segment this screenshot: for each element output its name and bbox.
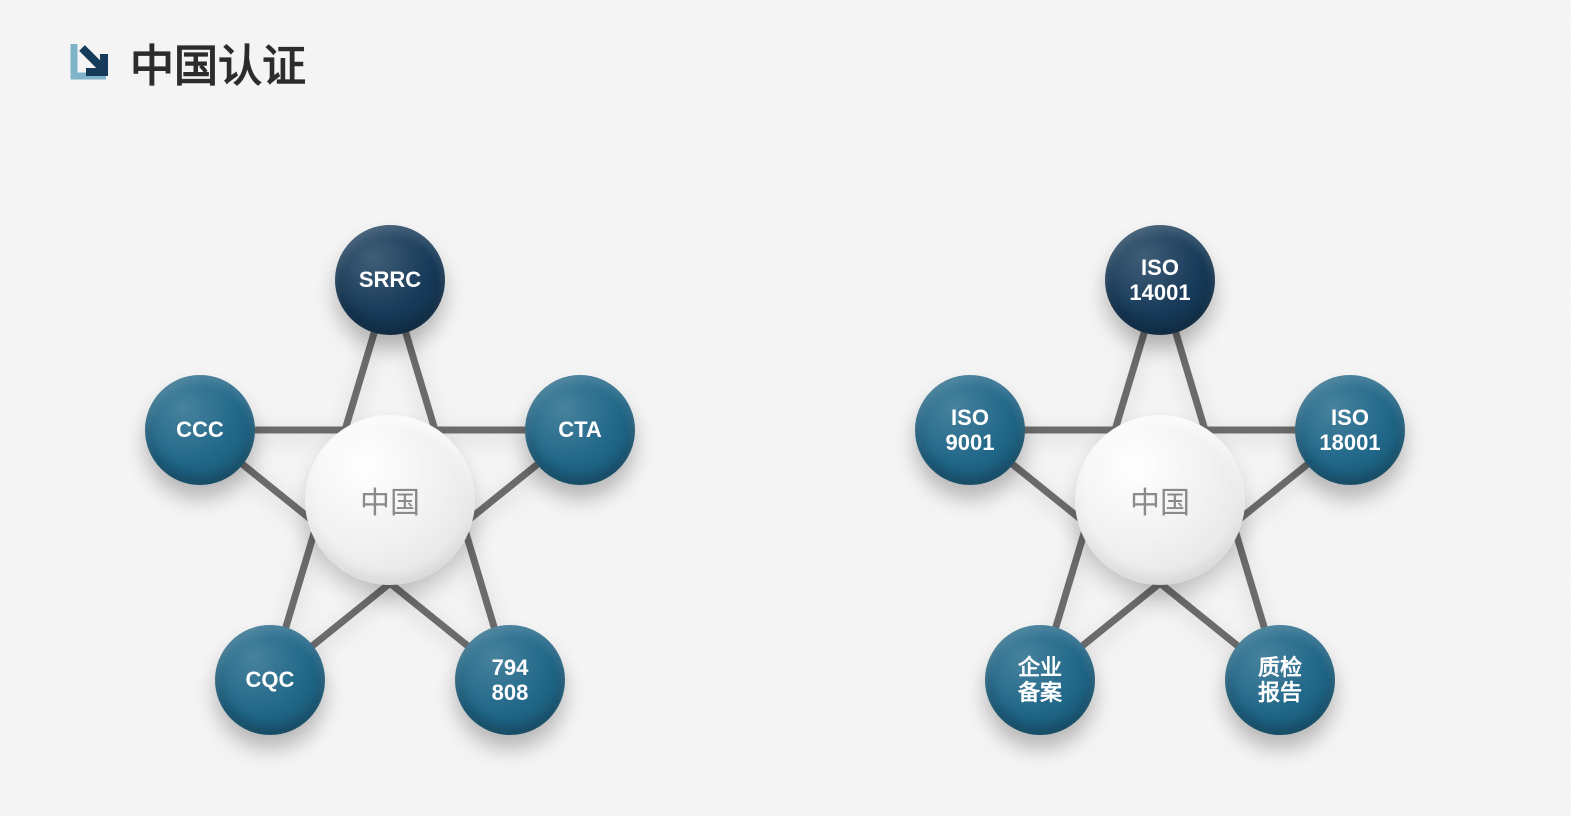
cert-node-label: 备案: [1018, 680, 1062, 705]
cert-node-label: 9001: [946, 430, 995, 455]
star-diagram-right: 中国 ISO14001ISO18001质检报告企业备案ISO9001: [910, 230, 1410, 730]
cert-node: ISO18001: [1295, 375, 1405, 485]
cert-node-label: ISO: [951, 405, 989, 430]
cert-node-label: ISO: [1331, 405, 1369, 430]
arrow-down-right-icon: [60, 34, 116, 90]
cert-node-label: 企业: [1018, 655, 1062, 680]
page-title: 中国认证: [130, 30, 306, 94]
cert-node: SRRC: [335, 225, 445, 335]
cert-node-label: 报告: [1258, 680, 1302, 705]
center-circle-left: 中国: [305, 415, 475, 585]
cert-node-label: SRRC: [359, 267, 421, 292]
cert-node: 质检报告: [1225, 625, 1335, 735]
cert-node: 企业备案: [985, 625, 1095, 735]
cert-node-label: 794: [492, 655, 529, 680]
cert-node-label: 14001: [1129, 280, 1190, 305]
cert-node-label: CQC: [246, 667, 295, 692]
cert-node: CTA: [525, 375, 635, 485]
center-label-right: 中国: [1130, 478, 1190, 522]
page-title-block: 中国认证: [60, 30, 306, 94]
cert-node-label: 808: [492, 680, 529, 705]
cert-node-label: CCC: [176, 417, 224, 442]
center-label-left: 中国: [360, 478, 420, 522]
cert-node-label: 质检: [1258, 655, 1302, 680]
cert-node-label: CTA: [558, 417, 602, 442]
center-circle-right: 中国: [1075, 415, 1245, 585]
cert-node: CCC: [145, 375, 255, 485]
star-diagram-left: 中国 SRRC CTA 794808 CQC CCC: [140, 230, 640, 730]
cert-node: CQC: [215, 625, 325, 735]
cert-node: ISO14001: [1105, 225, 1215, 335]
cert-node-label: 18001: [1319, 430, 1380, 455]
cert-node-label: ISO: [1141, 255, 1179, 280]
cert-node: 794808: [455, 625, 565, 735]
cert-node: ISO9001: [915, 375, 1025, 485]
